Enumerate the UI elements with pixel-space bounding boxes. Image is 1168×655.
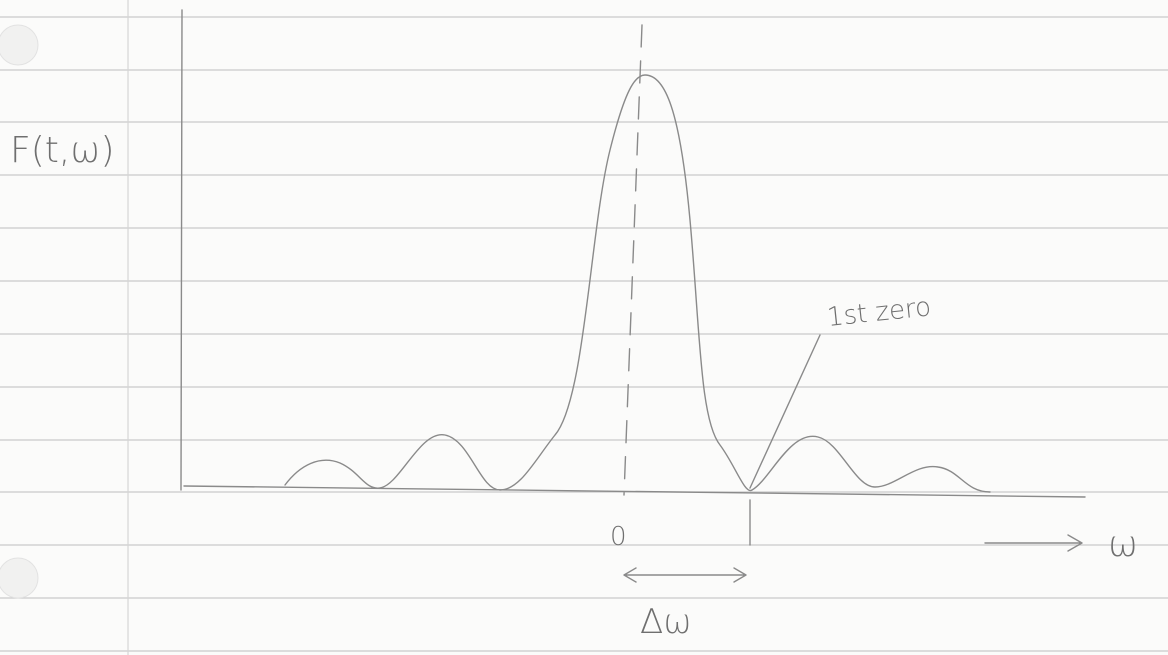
width-arrow (623, 567, 747, 583)
spectrum-curve (284, 74, 991, 493)
center-dashed-line (623, 24, 643, 496)
origin-label: 0 (610, 522, 627, 552)
width-label: Δω (640, 602, 692, 642)
annotation-leader (749, 334, 821, 489)
x-axis-label: ω (1108, 524, 1138, 565)
x-direction-arrow (984, 534, 1083, 552)
y-axis-label: F(t,ω) (10, 130, 115, 171)
punch-hole (0, 24, 39, 66)
x-axis (183, 485, 1086, 498)
y-axis (180, 9, 183, 491)
punch-hole (0, 557, 39, 599)
